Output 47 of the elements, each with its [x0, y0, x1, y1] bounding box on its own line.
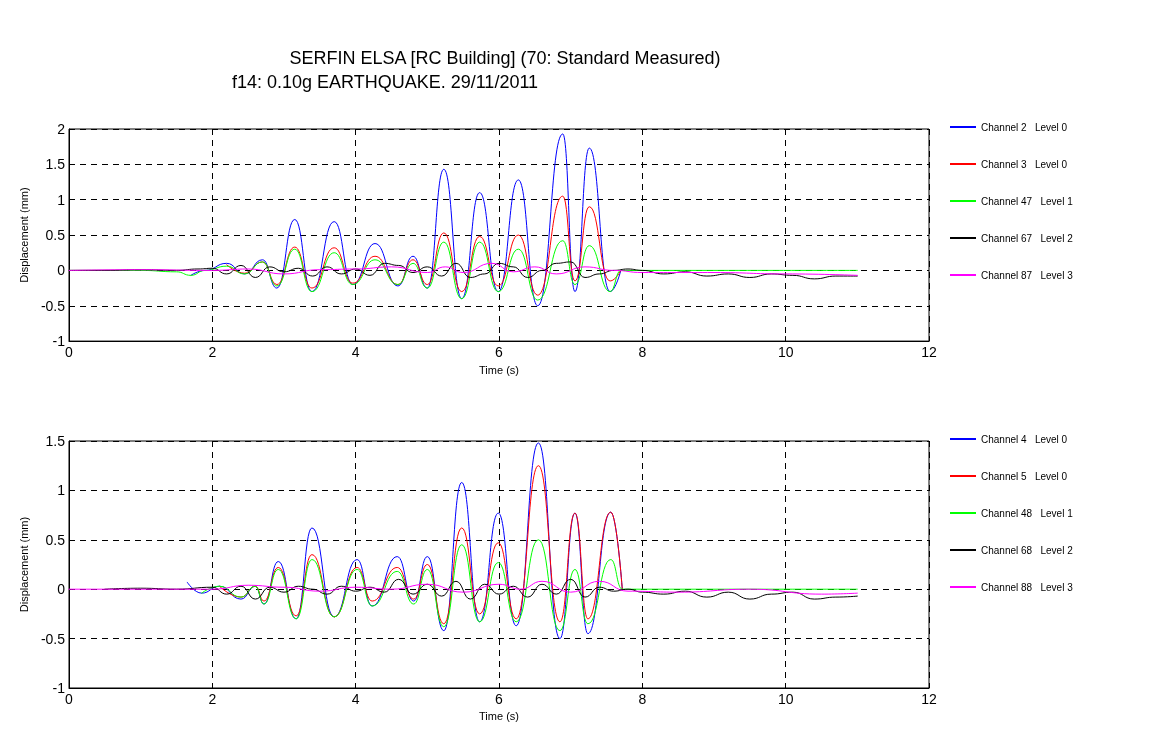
line-series [68, 580, 858, 595]
x-tick-label: 6 [495, 344, 504, 361]
x-tick-label: 8 [638, 344, 647, 361]
y-tick-label: -0.5 [40, 297, 66, 314]
x-tick-label: 12 [921, 344, 937, 361]
y-axis-title: Displacement (mm) [18, 516, 31, 613]
x-tick-label: 2 [208, 344, 217, 361]
legend-label: Channel 87 Level 3 [981, 269, 1074, 281]
line-series [190, 133, 622, 307]
line-series [68, 262, 858, 276]
legend-label: Channel 3 Level 0 [981, 158, 1068, 170]
legend-label: Channel 88 Level 3 [981, 581, 1074, 593]
x-tick-label: 4 [351, 344, 360, 361]
x-tick-label: 4 [351, 691, 360, 707]
y-tick-label: 0 [57, 581, 66, 598]
x-tick-label: 10 [777, 344, 794, 361]
legend-label: Channel 68 Level 2 [981, 544, 1074, 556]
y-tick-label: 1.5 [45, 433, 66, 449]
y-tick-label: 2 [57, 121, 66, 137]
x-tick-label: 10 [777, 691, 794, 707]
y-tick-label: 0.5 [45, 531, 66, 548]
y-tick-label: 1.5 [45, 156, 66, 173]
legend-label: Channel 5 Level 0 [981, 470, 1068, 482]
y-tick-label: 1 [57, 482, 66, 499]
x-tick-label: 12 [921, 691, 937, 707]
x-axis-title: Time (s) [479, 363, 519, 376]
x-tick-label: 2 [208, 691, 217, 707]
y-tick-label: -1 [52, 680, 66, 696]
legend-label: Channel 47 Level 1 [981, 195, 1074, 207]
legend-label: Channel 4 Level 0 [981, 433, 1068, 445]
x-tick-label: 8 [638, 691, 647, 707]
y-tick-label: 1 [57, 191, 66, 208]
chart-title: SERFIN ELSA [RC Building] (70: Standard Measured) [289, 48, 721, 68]
y-tick-label: 0 [57, 262, 66, 279]
x-axis-title: Time (s) [479, 710, 519, 723]
y-tick-label: 0.5 [45, 227, 66, 244]
legend-label: Channel 2 Level 0 [981, 121, 1068, 133]
legend-label: Channel 48 Level 1 [981, 507, 1074, 519]
y-tick-label: -0.5 [40, 630, 66, 647]
line-series [226, 195, 622, 296]
x-tick-label: 6 [495, 691, 504, 707]
chart-subtitle: f14: 0.10g EARTHQUAKE. 29/11/2011 [231, 72, 539, 92]
y-axis-title: Displacement (mm) [18, 187, 31, 283]
line-series [219, 465, 623, 625]
y-tick-label: -1 [52, 333, 66, 350]
line-series [201, 539, 858, 632]
legend-label: Channel 67 Level 2 [981, 232, 1074, 244]
